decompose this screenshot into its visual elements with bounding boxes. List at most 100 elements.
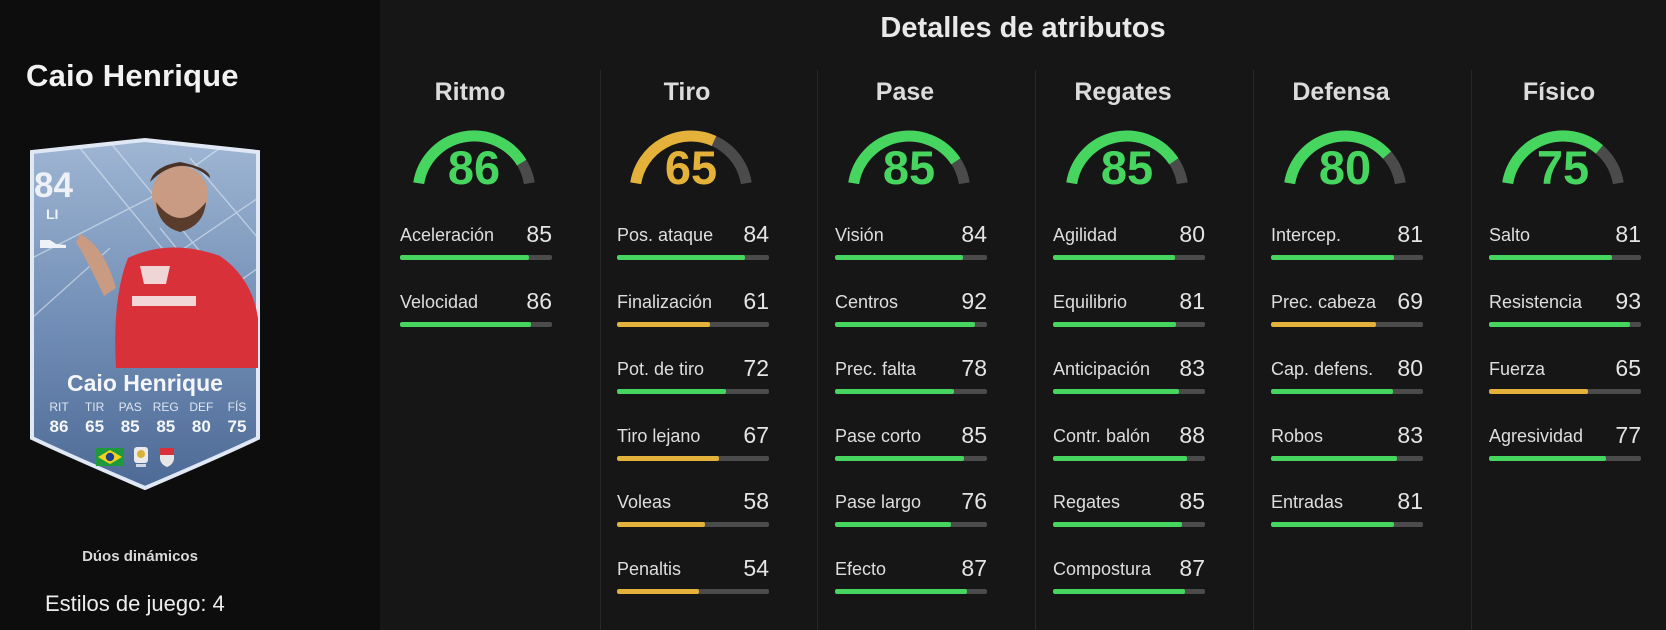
gauge-fill <box>1502 130 1603 185</box>
card-stat-label: REG <box>152 400 179 414</box>
attribute-bar-fill <box>617 389 727 394</box>
attribute-bar <box>1489 322 1641 327</box>
attribute-name: Prec. cabeza <box>1271 292 1377 312</box>
attribute-bar-fill <box>835 522 951 527</box>
column-divider <box>817 70 818 630</box>
gauge-fill <box>848 130 961 185</box>
attribute-bar <box>617 389 769 394</box>
attribute-value: 84 <box>743 221 769 247</box>
attribute-row: Finalización 61 <box>617 286 769 336</box>
attribute-row: Compostura 87 <box>1053 553 1205 603</box>
attribute-name: Resistencia <box>1489 292 1583 312</box>
attribute-bar <box>400 255 552 260</box>
attribute-name: Fuerza <box>1489 359 1546 379</box>
attribute-bar <box>1053 389 1205 394</box>
attribute-name: Penaltis <box>617 559 682 579</box>
category-value: 85 <box>882 141 936 194</box>
attribute-row: Pos. ataque 84 <box>617 219 769 269</box>
category-gauge: 86 <box>406 120 542 198</box>
attribute-name: Pot. de tiro <box>617 359 705 379</box>
attribute-bar <box>1489 389 1641 394</box>
club-crest-icon <box>160 448 174 467</box>
attribute-bar-fill <box>1053 255 1175 260</box>
attribute-value: 69 <box>1397 288 1423 314</box>
card-variant-label: Dúos dinámicos <box>82 548 198 565</box>
attribute-name: Pase corto <box>835 426 922 446</box>
category-5: Físico 75 Salto 81 Resistencia 93 Fuerza 65 Agr… <box>1477 78 1641 461</box>
attribute-row: Agresividad 77 <box>1489 420 1641 470</box>
attribute-value: 85 <box>526 221 552 247</box>
attribute-bar-fill <box>835 589 968 594</box>
attribute-name: Centros <box>835 292 899 312</box>
attribute-row: Aceleración 85 <box>400 219 552 269</box>
attribute-row: Entradas 81 <box>1271 486 1423 536</box>
attribute-name: Intercep. <box>1271 225 1342 245</box>
attribute-row: Agilidad 80 <box>1053 219 1205 269</box>
attribute-name: Velocidad <box>400 292 479 312</box>
attribute-row: Fuerza 65 <box>1489 353 1641 403</box>
attribute-row: Equilibrio 81 <box>1053 286 1205 336</box>
attribute-row: Prec. falta 78 <box>835 353 987 403</box>
category-value: 65 <box>664 141 718 194</box>
attribute-bar-fill <box>1271 255 1395 260</box>
attribute-bar <box>1053 522 1205 527</box>
attribute-name: Salto <box>1489 225 1531 245</box>
category-gauge: 85 <box>841 120 977 198</box>
attribute-name: Pase largo <box>835 492 922 512</box>
attribute-bar <box>835 522 987 527</box>
attribute-name: Finalización <box>617 292 713 312</box>
attribute-row: Robos 83 <box>1271 420 1423 470</box>
card-stat-value: 85 <box>120 417 140 436</box>
attribute-row: Resistencia 93 <box>1489 286 1641 336</box>
attribute-name: Regates <box>1053 492 1121 512</box>
attribute-bar-fill <box>617 589 700 594</box>
attribute-value: 61 <box>743 288 769 314</box>
player-card[interactable]: 84 LI Caio Henrique RIT 86 TIR 65 PAS 85… <box>20 138 270 490</box>
attribute-bar-fill <box>400 322 531 327</box>
card-stat-value: 80 <box>191 417 211 436</box>
attribute-row: Pase corto 85 <box>835 420 987 470</box>
attribute-bar-fill <box>617 255 745 260</box>
attribute-name: Equilibrio <box>1053 292 1128 312</box>
attribute-bar <box>1053 456 1205 461</box>
attribute-name: Aceleración <box>400 225 495 245</box>
attribute-bar-fill <box>1271 522 1395 527</box>
attribute-value: 81 <box>1615 221 1641 247</box>
category-name: Regates <box>1074 78 1172 106</box>
attribute-row: Cap. defens. 80 <box>1271 353 1423 403</box>
card-stat-value: 86 <box>49 417 69 436</box>
attribute-row: Efecto 87 <box>835 553 987 603</box>
attribute-bar-fill <box>400 255 530 260</box>
attribute-row: Velocidad 86 <box>400 286 552 336</box>
attribute-name: Agilidad <box>1053 225 1118 245</box>
attribute-bar <box>1053 255 1205 260</box>
attribute-bar-fill <box>1053 456 1187 461</box>
attribute-bar <box>835 389 987 394</box>
card-stat-label: TIR <box>84 400 105 414</box>
attribute-row: Contr. balón 88 <box>1053 420 1205 470</box>
attribute-value: 81 <box>1179 288 1205 314</box>
playstyles-count[interactable]: Estilos de juego: 4 <box>45 591 225 616</box>
attribute-bar-fill <box>1489 389 1588 394</box>
attribute-bar <box>617 456 769 461</box>
attribute-bar <box>1053 322 1205 327</box>
section-title: Detalles de atributos <box>880 12 1166 44</box>
attribute-value: 93 <box>1615 288 1641 314</box>
category-name: Ritmo <box>434 78 506 106</box>
attribute-bar-fill <box>835 255 963 260</box>
attribute-value: 92 <box>961 288 987 314</box>
attribute-row: Pase largo 76 <box>835 486 987 536</box>
attribute-name: Contr. balón <box>1053 426 1151 446</box>
attribute-value: 83 <box>1179 355 1205 381</box>
attribute-row: Tiro lejano 67 <box>617 420 769 470</box>
category-4: Defensa 80 Intercep. 81 Prec. cabeza 69 Cap. … <box>1259 78 1423 527</box>
category-name: Pase <box>875 78 935 106</box>
column-divider <box>1035 70 1036 630</box>
category-name: Tiro <box>663 78 711 106</box>
attribute-bar-fill <box>1489 255 1613 260</box>
attribute-bar <box>835 322 987 327</box>
attribute-bar <box>617 522 769 527</box>
attribute-value: 80 <box>1179 221 1205 247</box>
card-stats: RIT 86 TIR 65 PAS 85 REG 85 DEF 80 FÍS 7… <box>42 400 254 437</box>
card-stat: REG 85 <box>149 400 183 437</box>
